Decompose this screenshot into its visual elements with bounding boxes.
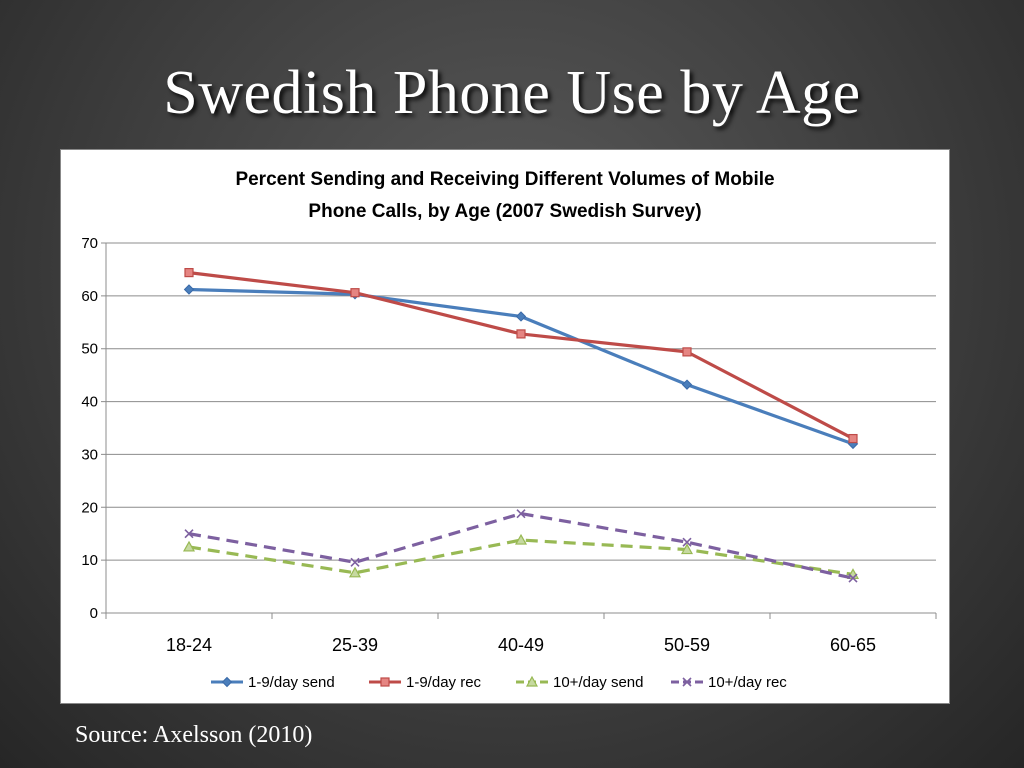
- data-point-3-2: [516, 509, 526, 519]
- data-point-0-2: [515, 311, 527, 322]
- series-line-3: [188, 512, 854, 580]
- y-tick-label: 0: [90, 605, 98, 622]
- data-point-0-3: [681, 379, 693, 390]
- source-citation: Source: Axelsson (2010): [75, 722, 313, 748]
- y-tick-label: 50: [81, 341, 98, 358]
- chart-legend: 1-9/day send 1-9/day rec 10+/day send 10+/d…: [211, 674, 787, 691]
- chart-panel: Percent Sending and Receiving Different …: [60, 149, 950, 704]
- y-tick-label: 30: [81, 446, 98, 463]
- data-point-2-1: [348, 566, 362, 578]
- data-point-1-0: [184, 267, 194, 278]
- y-tick-label: 60: [81, 288, 98, 305]
- legend-marker-3: [682, 677, 692, 687]
- y-tick-label: 70: [81, 235, 98, 252]
- data-point-2-2: [514, 533, 528, 545]
- chart-title-line-2: Phone Calls, by Age (2007 Swedish Survey…: [308, 201, 702, 222]
- data-point-1-3: [682, 347, 692, 357]
- data-point-3-4: [848, 573, 858, 583]
- legend-marker-2: [525, 675, 539, 687]
- legend-marker-0: [221, 676, 233, 688]
- y-tick-label: 40: [81, 394, 98, 411]
- legend-label-2: 10+/day send: [553, 674, 644, 691]
- x-category-label: 40-49: [498, 635, 544, 655]
- legend-label-0: 1-9/day send: [248, 674, 335, 691]
- data-point-1-1: [350, 288, 360, 298]
- legend-marker-1: [380, 677, 390, 687]
- data-point-0-0: [183, 284, 195, 295]
- data-point-1-2: [516, 329, 526, 339]
- chart-title: Percent Sending and Receiving Different …: [121, 164, 889, 228]
- legend-label-3: 10+/day rec: [708, 674, 787, 691]
- data-point-2-3: [680, 543, 694, 555]
- data-point-1-4: [848, 433, 858, 444]
- data-point-3-1: [350, 557, 360, 567]
- y-tick-label: 10: [81, 552, 98, 569]
- data-point-2-0: [182, 540, 196, 552]
- x-category-label: 50-59: [664, 635, 710, 655]
- slide-title: Swedish Phone Use by Age: [163, 59, 861, 127]
- x-category-label: 60-65: [830, 635, 876, 655]
- y-tick-label: 20: [81, 499, 98, 516]
- data-point-3-3: [682, 537, 692, 547]
- x-category-label: 25-39: [332, 635, 378, 655]
- x-category-label: 18-24: [166, 635, 212, 655]
- series-line-1: [188, 271, 854, 440]
- line-chart: 0 10 20 30 40 50 60 70 18-24 25-39 40-49 50-59 60-65: [81, 235, 937, 655]
- legend-label-1: 1-9/day rec: [406, 674, 482, 691]
- series-line-2: [188, 538, 854, 576]
- chart-title-line-1: Percent Sending and Receiving Different …: [235, 169, 775, 190]
- data-point-3-0: [184, 529, 194, 539]
